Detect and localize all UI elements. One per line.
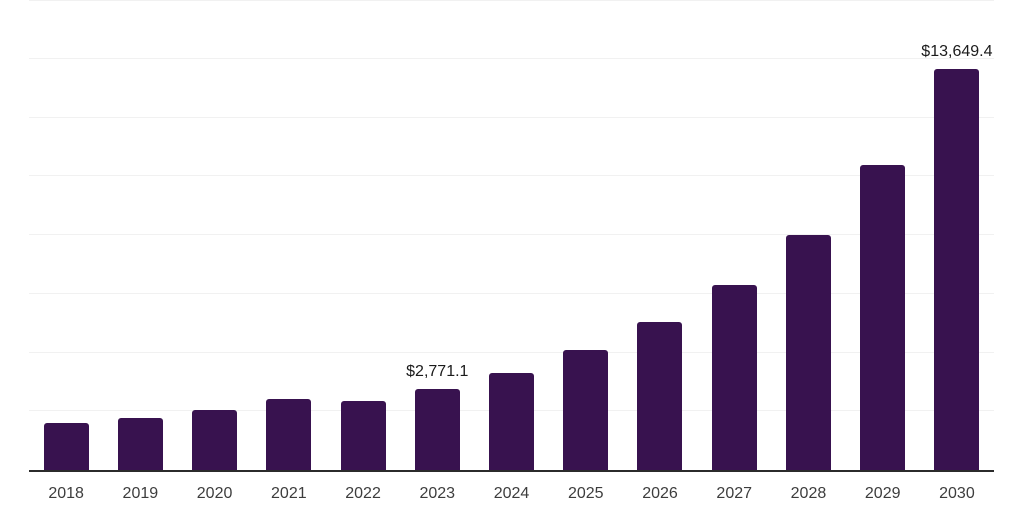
bar-slot-2029 — [846, 0, 920, 470]
bar-slot-2026 — [623, 0, 697, 470]
bar-2024 — [489, 372, 535, 470]
x-tick-label-2020: 2020 — [196, 485, 233, 502]
gridline — [29, 293, 994, 294]
bar-2022 — [340, 400, 386, 470]
bar-slot-2028 — [771, 0, 845, 470]
gridline — [29, 175, 994, 176]
bar-slot-2019 — [103, 0, 177, 470]
bar-slot-2027 — [697, 0, 771, 470]
x-tick-label-2023: 2023 — [419, 485, 456, 502]
plot-area: $2,771.1 $13,649.4 — [29, 0, 994, 472]
x-axis-labels: 2018 2019 2020 2021 2022 2023 2024 2025 2026 2027… — [29, 484, 994, 503]
bar-2021 — [266, 398, 312, 470]
bar-2026 — [637, 321, 683, 470]
bar-2018 — [43, 422, 89, 470]
x-tick-label-2019: 2019 — [122, 485, 159, 502]
bar-2029 — [860, 164, 906, 470]
bars — [29, 0, 994, 470]
value-label-2023: $2,771.1 — [406, 362, 469, 380]
bar-slot-2022 — [326, 0, 400, 470]
bar-slot-2030 — [920, 0, 994, 470]
gridline — [29, 234, 994, 235]
bar-slot-2024 — [474, 0, 548, 470]
gridline — [29, 352, 994, 353]
bar-slot-2025 — [549, 0, 623, 470]
x-tick-label-2027: 2027 — [716, 485, 753, 502]
gridline — [29, 117, 994, 118]
x-tick-label-2024: 2024 — [493, 485, 530, 502]
bar-slot-2020 — [177, 0, 251, 470]
bar-2020 — [192, 409, 238, 470]
bar-2030 — [934, 69, 980, 470]
x-tick-label-2029: 2029 — [864, 485, 901, 502]
bar-2025 — [563, 349, 609, 470]
x-tick-label-2018: 2018 — [48, 485, 84, 502]
bar-slot-2021 — [252, 0, 326, 470]
x-tick-label-2022: 2022 — [345, 485, 381, 502]
x-tick-label-2025: 2025 — [567, 485, 604, 502]
x-tick-label-2028: 2028 — [790, 485, 827, 502]
gridline — [29, 58, 994, 59]
bar-2023 — [414, 388, 460, 470]
bar-2027 — [711, 284, 757, 470]
value-label-2030: $13,649.4 — [921, 43, 993, 60]
bar-slot-2023 — [400, 0, 474, 470]
x-tick-label-2030: 2030 — [939, 485, 975, 502]
x-tick-label-2021: 2021 — [271, 485, 307, 502]
bar-2028 — [785, 235, 831, 470]
bar-slot-2018 — [29, 0, 103, 470]
gridline — [29, 0, 994, 1]
x-tick-label-2026: 2026 — [642, 485, 678, 502]
bar-2019 — [117, 418, 163, 470]
